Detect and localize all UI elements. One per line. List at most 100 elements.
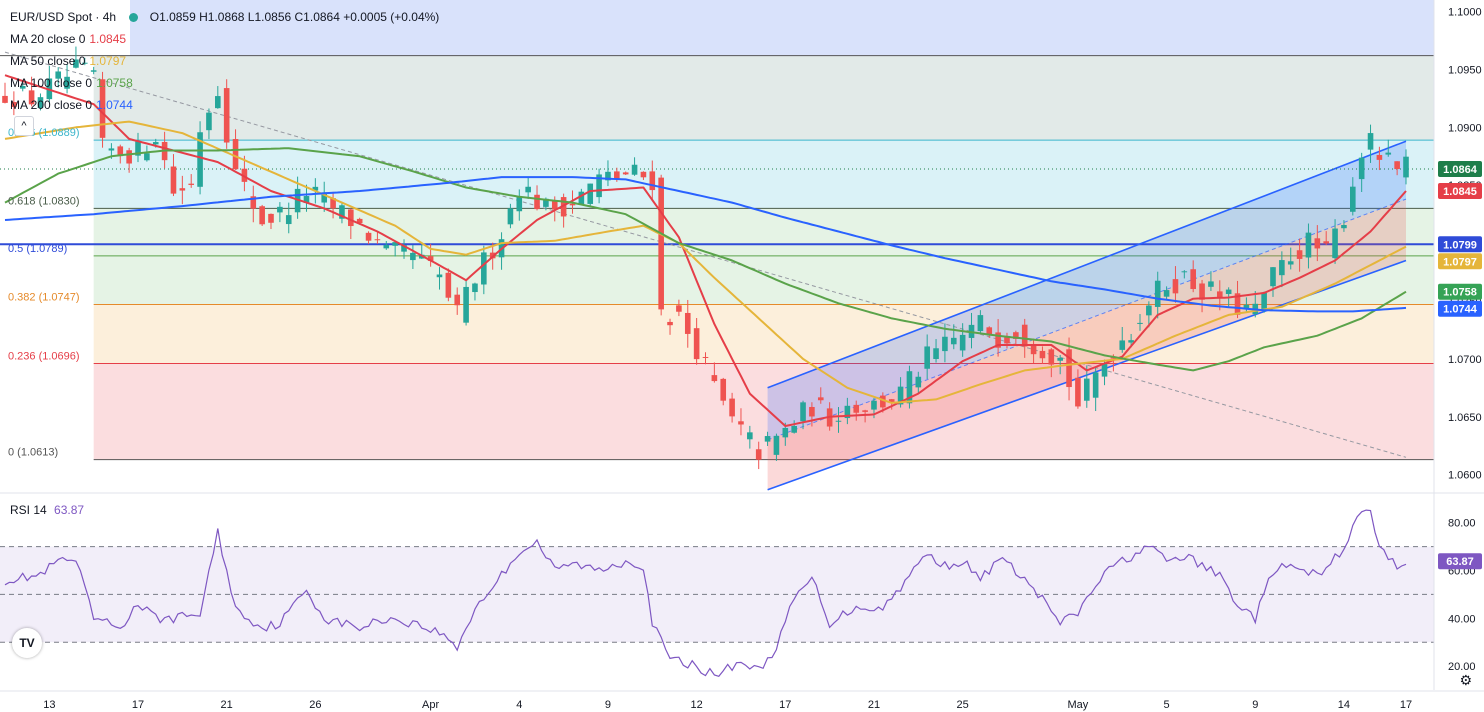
time-tick-label: 4 — [516, 699, 522, 711]
candle-body — [1075, 377, 1081, 407]
legend-ma100[interactable]: MA 100 close 0 1.0758 — [10, 76, 133, 90]
candle-body — [285, 215, 292, 225]
candle-body — [90, 70, 97, 72]
price-tick-label: 1.0950 — [1448, 64, 1482, 76]
time-tick-label: 12 — [691, 699, 703, 711]
status-dot-icon — [129, 13, 139, 22]
price-badge — [1438, 300, 1482, 317]
gear-icon[interactable]: ⚙ — [1459, 672, 1472, 688]
candle-body — [1296, 250, 1303, 259]
candle-body — [1394, 161, 1400, 170]
candle-body — [215, 96, 221, 109]
candle-body — [853, 404, 860, 413]
candle-body — [277, 206, 283, 213]
candle-body — [454, 294, 461, 306]
candle-body — [1234, 293, 1241, 315]
candle-body — [223, 88, 230, 143]
chart-header: EUR/USD Spot · 4h O1.0859 H1.0868 L1.085… — [10, 9, 439, 25]
candle-body — [649, 171, 656, 191]
candle-body — [152, 142, 159, 145]
candle-body — [241, 168, 248, 182]
candle-body — [543, 198, 549, 207]
rsi-tick-label: 80.00 — [1448, 518, 1476, 530]
candle-body — [1057, 357, 1063, 361]
candle-body — [844, 405, 851, 419]
candle-body — [1376, 154, 1383, 160]
time-tick-label: 21 — [868, 699, 880, 711]
candle-body — [445, 272, 452, 298]
price-tick-label: 1.0650 — [1448, 412, 1482, 424]
rsi-value: 63.87 — [54, 503, 85, 517]
rsi-badge — [1438, 553, 1482, 570]
candle-body — [640, 171, 647, 178]
candle-body — [977, 315, 984, 332]
rsi-line — [4, 509, 1407, 677]
legend-collapse-button[interactable]: ^ — [14, 116, 34, 136]
candle-body — [348, 209, 354, 227]
candle-body — [37, 97, 44, 109]
candle-body — [711, 375, 718, 382]
candle-body — [1092, 372, 1099, 398]
candle-body — [1243, 304, 1250, 310]
candle-body — [835, 420, 842, 422]
candle-body — [392, 242, 398, 246]
candle-body — [463, 286, 469, 323]
candle-body — [401, 245, 407, 252]
time-tick-label: 17 — [1400, 699, 1412, 711]
ma-line-ma100 — [4, 147, 1407, 372]
candle-body — [1287, 261, 1294, 265]
candle-body — [658, 177, 664, 310]
price-badge — [1438, 161, 1482, 178]
tradingview-logo[interactable]: TV — [12, 628, 42, 658]
candle-body — [135, 141, 141, 156]
legend-ma20[interactable]: MA 20 close 0 1.0845 — [10, 32, 127, 46]
candle-body — [1261, 292, 1267, 310]
candle-body — [1004, 336, 1010, 344]
candle-body — [747, 432, 753, 440]
fib-label: 0.5 (1.0789) — [8, 243, 67, 255]
candle-body — [99, 79, 106, 138]
fib-label: 0.618 (1.0830) — [8, 195, 80, 207]
rsi-legend[interactable]: RSI 14 63.87 — [10, 502, 84, 518]
candle-body — [1119, 340, 1126, 350]
price-badge — [1438, 236, 1482, 253]
candles — [2, 46, 1409, 470]
candle-body — [1332, 228, 1338, 259]
candle-body — [365, 232, 372, 241]
candle-body — [73, 59, 79, 68]
candle-body — [1172, 279, 1179, 294]
candle-body — [481, 252, 487, 285]
legend-ma200[interactable]: MA 200 close 0 1.0744 — [10, 98, 133, 112]
time-tick-label: Apr — [422, 699, 439, 711]
candle-body — [809, 406, 815, 417]
candle-body — [676, 305, 682, 312]
candle-body — [1190, 269, 1196, 290]
candle-body — [1216, 291, 1223, 298]
candle-body — [800, 402, 806, 422]
candle-body — [507, 208, 514, 225]
candle-body — [906, 371, 913, 404]
time-tick-label: May — [1068, 699, 1089, 711]
candle-body — [791, 425, 797, 433]
candle-body — [959, 334, 966, 351]
price-badge-label: 1.0797 — [1443, 256, 1477, 268]
candle-body — [312, 186, 319, 191]
price-tick-label: 1.1000 — [1448, 7, 1482, 19]
candle-body — [64, 76, 70, 89]
candle-body — [614, 171, 620, 179]
candle-body — [144, 153, 150, 161]
time-tick-label: 17 — [132, 699, 144, 711]
candle-body — [782, 427, 789, 438]
candle-body — [631, 164, 638, 175]
candle-body — [738, 421, 744, 425]
candle-body — [1385, 152, 1392, 155]
candle-body — [383, 244, 390, 249]
candle-body — [525, 186, 531, 193]
candle-body — [684, 312, 691, 334]
channel-lower-fill — [767, 199, 1406, 490]
candle-body — [188, 183, 195, 185]
legend-ma50[interactable]: MA 50 close 0 1.0797 — [10, 54, 127, 68]
candle-body — [19, 85, 26, 89]
symbol-title[interactable]: EUR/USD Spot · 4h — [10, 10, 117, 24]
rsi-badge-label: 63.87 — [1446, 556, 1474, 568]
